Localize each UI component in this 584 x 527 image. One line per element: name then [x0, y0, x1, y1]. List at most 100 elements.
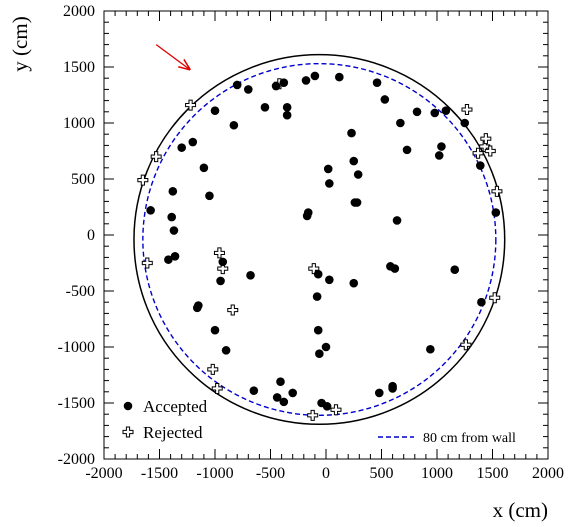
x-tick-label: -500 — [256, 465, 285, 482]
red-arrow-annotation — [155, 44, 189, 70]
accepted-point — [216, 276, 225, 286]
accepted-point — [325, 179, 334, 188]
y-tick-label: 500 — [71, 171, 95, 188]
rejected-point — [491, 185, 503, 197]
accepted-point — [450, 265, 460, 275]
rejected-point — [484, 145, 496, 157]
accepted-point — [353, 170, 363, 179]
accepted-point — [315, 349, 324, 359]
accepted-point — [412, 107, 422, 117]
accepted-point — [396, 118, 405, 128]
rejected-point — [307, 409, 319, 421]
boundary-legend-label: 80 cm from wall — [423, 431, 516, 446]
accepted-point — [272, 393, 282, 402]
accepted-point — [380, 95, 390, 104]
accepted-point — [188, 137, 198, 147]
accepted-point — [475, 161, 485, 170]
accepted-point — [491, 208, 501, 217]
rejected-point — [137, 174, 149, 186]
accepted-point — [426, 344, 435, 354]
accepted-point — [313, 269, 323, 279]
accepted-point — [177, 143, 186, 152]
accepted-point — [288, 388, 298, 398]
accepted-point — [312, 292, 322, 301]
x-tick-label: -1000 — [196, 465, 233, 482]
accepted-point — [282, 110, 292, 120]
detector-wall-circle — [133, 53, 506, 426]
accepted-point — [146, 206, 155, 215]
x-tick-label: 1000 — [421, 465, 453, 482]
accepted-point — [347, 128, 356, 138]
rejected-point — [213, 247, 225, 259]
accepted-point — [279, 78, 289, 87]
y-tick-label: 1000 — [63, 115, 95, 132]
rejected-point — [480, 133, 492, 145]
accepted-point — [301, 76, 311, 85]
rejected-point — [185, 99, 197, 111]
accepted-point — [271, 81, 281, 91]
accepted-point — [477, 297, 486, 307]
accepted-point — [246, 271, 255, 280]
legend-rejected-label: Rejected — [143, 423, 203, 442]
rejected-point — [227, 304, 239, 316]
y-tick-label: -500 — [66, 283, 95, 300]
legend-rejected-marker — [122, 426, 134, 438]
accepted-point — [460, 118, 470, 128]
x-tick-labels: -2000 -1500 -1000 -500 0 500 1000 1500 2000 — [85, 465, 564, 482]
y-tick-label: 1500 — [63, 59, 95, 76]
fiducial-boundary-circle — [142, 62, 497, 417]
rejected-point — [207, 363, 219, 375]
accepted-point — [229, 120, 239, 130]
accepted-point — [434, 151, 444, 160]
accepted-point — [164, 255, 173, 264]
y-tick-label: -1500 — [58, 395, 95, 412]
accepted-point — [352, 198, 362, 207]
legend-accepted-marker — [123, 401, 133, 411]
accepted-point — [170, 251, 180, 261]
y-tick-label: -1000 — [58, 339, 95, 356]
rejected-point — [211, 382, 223, 394]
y-tick-label: -2000 — [58, 451, 95, 468]
legend: Accepted Rejected — [122, 397, 208, 442]
rejected-point — [141, 257, 153, 269]
accepted-point — [218, 257, 228, 267]
accepted-point — [323, 164, 333, 174]
x-tick-label: 2000 — [532, 465, 564, 482]
accepted-point — [192, 303, 202, 313]
x-tick-label: -2000 — [85, 465, 122, 482]
accepted-point — [372, 78, 382, 87]
accepted-point — [282, 103, 292, 112]
x-tick-label: 500 — [370, 465, 394, 482]
accepted-point — [310, 71, 320, 81]
rejected-point — [461, 104, 473, 116]
y-axis-title: y (cm) — [8, 16, 32, 71]
accepted-point — [321, 342, 331, 352]
y-tick-label: 0 — [87, 227, 95, 244]
rejected-point — [330, 404, 342, 416]
accepted-point — [313, 325, 323, 335]
accepted-point — [349, 278, 359, 288]
accepted-point — [441, 106, 451, 115]
legend-accepted-label: Accepted — [143, 397, 208, 416]
accepted-point — [260, 103, 270, 112]
accepted-point — [402, 145, 412, 155]
accepted-point — [335, 72, 344, 82]
accepted-point — [169, 226, 179, 235]
accepted-series — [146, 71, 501, 411]
accepted-point — [210, 325, 220, 335]
accepted-point — [437, 142, 446, 151]
x-tick-label: 0 — [322, 465, 330, 482]
accepted-point — [167, 212, 177, 222]
rejected-point — [489, 292, 501, 304]
accepted-point — [322, 402, 332, 411]
boundary-legend: 80 cm from wall — [378, 431, 516, 446]
axis-ticks — [103, 10, 549, 460]
accepted-point — [249, 386, 259, 395]
rejected-series — [137, 78, 503, 421]
accepted-point — [199, 163, 209, 173]
y-tick-label: 2000 — [63, 3, 95, 20]
accepted-point — [430, 108, 440, 118]
accepted-point — [210, 106, 220, 115]
accepted-point — [392, 216, 402, 225]
